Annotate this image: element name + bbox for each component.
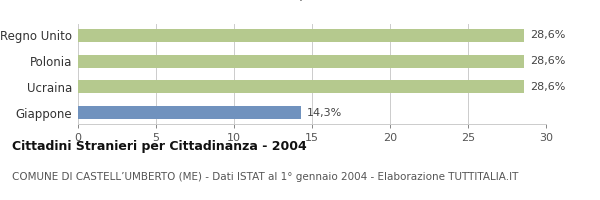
- Bar: [78, 80, 524, 93]
- Bar: [78, 106, 301, 119]
- Text: COMUNE DI CASTELL’UMBERTO (ME) - Dati ISTAT al 1° gennaio 2004 - Elaborazione TU: COMUNE DI CASTELL’UMBERTO (ME) - Dati IS…: [12, 172, 518, 182]
- Legend: Europa, Asia: Europa, Asia: [257, 0, 367, 1]
- Text: 28,6%: 28,6%: [530, 30, 566, 40]
- Text: 28,6%: 28,6%: [530, 82, 566, 92]
- Bar: [78, 55, 524, 68]
- Text: Cittadini Stranieri per Cittadinanza - 2004: Cittadini Stranieri per Cittadinanza - 2…: [12, 140, 307, 153]
- Text: 14,3%: 14,3%: [307, 108, 343, 118]
- Text: 28,6%: 28,6%: [530, 56, 566, 66]
- Bar: [78, 29, 524, 42]
